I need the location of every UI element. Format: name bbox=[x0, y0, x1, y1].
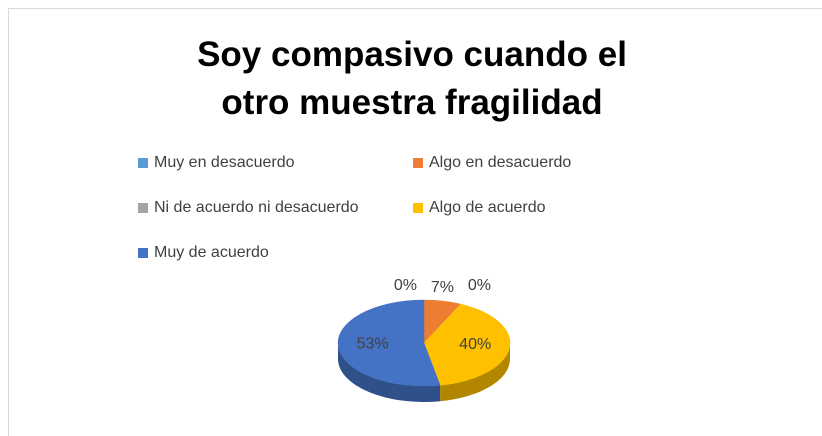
slice-side bbox=[440, 343, 510, 402]
slice-top bbox=[423, 303, 511, 386]
legend-swatch bbox=[138, 158, 148, 168]
legend-swatch bbox=[138, 203, 148, 213]
title-line: Soy compasivo cuando el bbox=[197, 35, 627, 74]
data-label: 0% bbox=[468, 277, 491, 294]
pie-slice bbox=[337, 299, 441, 402]
data-label: 53% bbox=[357, 336, 389, 353]
legend-swatch bbox=[413, 203, 423, 213]
legend-swatch bbox=[413, 158, 423, 168]
data-label: 7% bbox=[431, 279, 454, 296]
slice-top bbox=[337, 299, 441, 387]
data-label: 40% bbox=[459, 336, 491, 353]
title-line: otro muestra fragilidad bbox=[221, 83, 602, 122]
data-label: 0% bbox=[394, 277, 417, 294]
legend-label: Algo de acuerdo bbox=[429, 199, 546, 216]
slice-side bbox=[338, 343, 441, 402]
legend-label: Muy de acuerdo bbox=[154, 244, 269, 261]
legend-label: Ni de acuerdo ni desacuerdo bbox=[154, 199, 359, 216]
legend-label: Muy en desacuerdo bbox=[154, 154, 295, 171]
legend-label: Algo en desacuerdo bbox=[429, 154, 571, 171]
chart-title: Soy compasivo cuando el otro muestra frag… bbox=[197, 35, 627, 122]
legend-swatch bbox=[138, 248, 148, 258]
pie-slice bbox=[423, 303, 511, 402]
